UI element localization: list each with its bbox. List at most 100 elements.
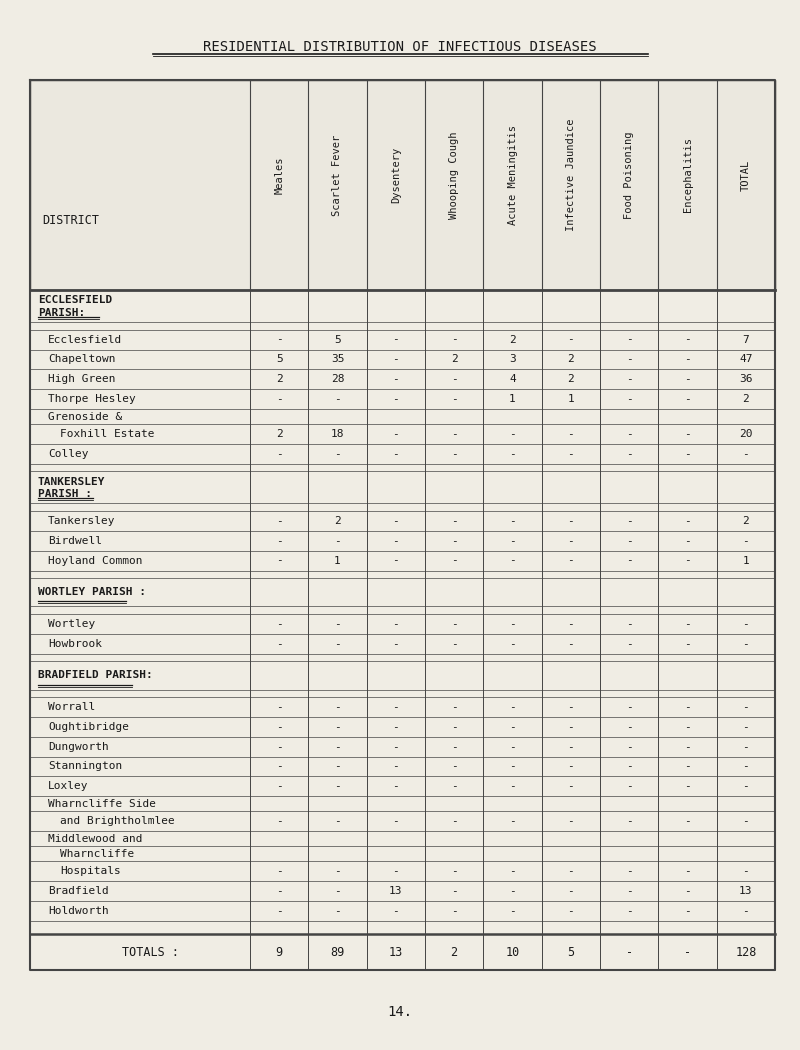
Text: -: - [626, 374, 633, 384]
Text: -: - [450, 536, 458, 546]
Text: Loxley: Loxley [48, 781, 89, 792]
Text: 2: 2 [567, 374, 574, 384]
Text: Dysentery: Dysentery [391, 147, 401, 203]
Text: -: - [509, 816, 516, 826]
Text: -: - [684, 721, 691, 732]
Text: Worrall: Worrall [48, 702, 95, 712]
Text: -: - [567, 781, 574, 792]
Text: Hospitals: Hospitals [60, 866, 121, 877]
Text: -: - [393, 555, 399, 566]
Text: -: - [276, 516, 282, 526]
Text: -: - [626, 702, 633, 712]
Text: -: - [450, 816, 458, 826]
Text: 5: 5 [567, 946, 574, 959]
Text: -: - [450, 638, 458, 649]
Text: -: - [567, 721, 574, 732]
Text: -: - [684, 555, 691, 566]
Text: -: - [450, 448, 458, 459]
Text: -: - [742, 816, 750, 826]
Text: 2: 2 [276, 429, 282, 439]
Text: Thorpe Hesley: Thorpe Hesley [48, 394, 136, 404]
Text: -: - [567, 335, 574, 344]
Text: -: - [276, 781, 282, 792]
Text: -: - [393, 906, 399, 916]
Text: -: - [509, 429, 516, 439]
Text: -: - [684, 816, 691, 826]
Text: -: - [276, 886, 282, 896]
Text: -: - [450, 886, 458, 896]
Text: Infective Jaundice: Infective Jaundice [566, 119, 576, 231]
Text: -: - [567, 816, 574, 826]
Text: -: - [567, 536, 574, 546]
Text: Chapeltown: Chapeltown [48, 355, 115, 364]
Text: -: - [626, 448, 633, 459]
Text: -: - [393, 394, 399, 404]
Text: -: - [509, 516, 516, 526]
Text: -: - [334, 816, 341, 826]
Text: -: - [450, 866, 458, 877]
Text: -: - [393, 429, 399, 439]
Bar [30, 290, 775, 970]
Text: -: - [509, 761, 516, 772]
Text: -: - [276, 448, 282, 459]
Text: -: - [276, 555, 282, 566]
Text: -: - [567, 448, 574, 459]
Text: -: - [393, 638, 399, 649]
Text: -: - [450, 906, 458, 916]
Text: 2: 2 [567, 355, 574, 364]
Text: -: - [393, 781, 399, 792]
Text: Wharncliffe: Wharncliffe [60, 848, 134, 859]
Text: -: - [626, 618, 633, 629]
Text: -: - [276, 618, 282, 629]
Text: 2: 2 [509, 335, 516, 344]
Text: -: - [450, 761, 458, 772]
Text: -: - [393, 374, 399, 384]
Text: Encephalitis: Encephalitis [682, 138, 693, 212]
Text: -: - [626, 394, 633, 404]
Text: -: - [276, 866, 282, 877]
Text: -: - [684, 702, 691, 712]
Text: -: - [626, 429, 633, 439]
Text: RESIDENTIAL DISTRIBUTION OF INFECTIOUS DISEASES: RESIDENTIAL DISTRIBUTION OF INFECTIOUS D… [203, 40, 597, 54]
Text: -: - [334, 536, 341, 546]
Text: 1: 1 [567, 394, 574, 404]
Text: -: - [276, 741, 282, 752]
Text: -: - [684, 741, 691, 752]
Text: -: - [276, 721, 282, 732]
Text: -: - [684, 516, 691, 526]
Text: 20: 20 [739, 429, 753, 439]
Text: Ecclesfield: Ecclesfield [48, 335, 122, 344]
Text: 36: 36 [739, 374, 753, 384]
Text: -: - [684, 448, 691, 459]
Text: PARISH:: PARISH: [38, 308, 86, 318]
Text: -: - [626, 781, 633, 792]
Text: -: - [684, 886, 691, 896]
Text: -: - [626, 886, 633, 896]
Text: -: - [276, 702, 282, 712]
Text: -: - [626, 721, 633, 732]
Text: -: - [509, 741, 516, 752]
Text: -: - [276, 906, 282, 916]
Text: -: - [334, 741, 341, 752]
Text: 2: 2 [742, 394, 750, 404]
Text: 1: 1 [509, 394, 516, 404]
Text: -: - [450, 429, 458, 439]
Text: -: - [509, 638, 516, 649]
Text: 128: 128 [735, 946, 757, 959]
Text: -: - [509, 555, 516, 566]
Text: -: - [276, 536, 282, 546]
Text: -: - [626, 536, 633, 546]
Text: -: - [684, 374, 691, 384]
Text: -: - [393, 721, 399, 732]
Text: -: - [450, 741, 458, 752]
Text: -: - [742, 638, 750, 649]
Text: -: - [684, 394, 691, 404]
Text: -: - [684, 638, 691, 649]
Text: -: - [567, 702, 574, 712]
Text: WORTLEY PARISH :: WORTLEY PARISH : [38, 587, 146, 597]
Text: -: - [450, 702, 458, 712]
Text: -: - [567, 886, 574, 896]
Text: -: - [742, 536, 750, 546]
Text: -: - [626, 866, 633, 877]
Text: -: - [509, 702, 516, 712]
